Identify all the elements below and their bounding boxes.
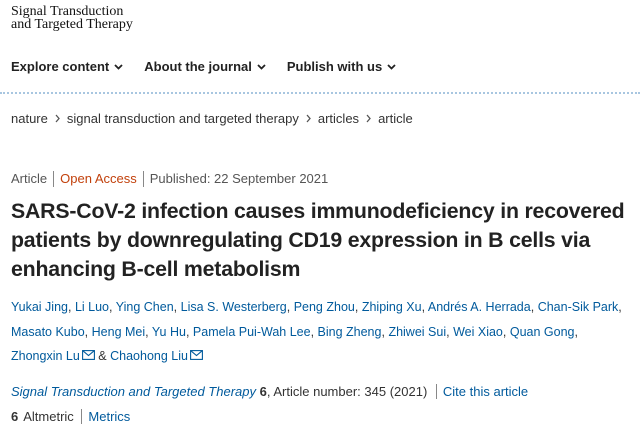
chevron-right bbox=[366, 114, 371, 123]
author-name: Pamela Pui-Wah Lee bbox=[192, 324, 311, 339]
author-name: Bing Zheng bbox=[317, 324, 382, 339]
open-access[interactable]: Open Access bbox=[53, 171, 143, 187]
nav-item[interactable]: About the journal bbox=[144, 59, 266, 74]
separator: , bbox=[530, 300, 535, 314]
separator: , bbox=[185, 324, 190, 339]
author[interactable]: Quan Gong, bbox=[510, 325, 578, 339]
separator: , bbox=[446, 324, 450, 339]
author[interactable]: Zhongxin Lu bbox=[11, 349, 95, 363]
published: Published: 22 September 2021 bbox=[142, 171, 335, 187]
separator: , bbox=[421, 300, 426, 314]
nav: Explore content About the journal Publish … bbox=[11, 59, 396, 74]
separator: , bbox=[145, 324, 149, 339]
metrics: 6 Altmetric Metrics bbox=[11, 409, 131, 424]
journal[interactable]: Signal Transduction and Targeted Therapy bbox=[11, 384, 256, 399]
mail-icon[interactable] bbox=[190, 350, 203, 360]
author-name: Zhongxin Lu bbox=[11, 349, 80, 363]
chevron-down bbox=[114, 63, 123, 70]
author-name: Heng Mei bbox=[91, 324, 146, 339]
separator: , bbox=[67, 300, 72, 314]
separator: , bbox=[574, 324, 578, 339]
author-name: Masato Kubo bbox=[11, 324, 85, 339]
separator: , bbox=[109, 300, 113, 314]
citation: Signal Transduction and Targeted Therapy… bbox=[11, 384, 529, 399]
breadcrumb-item: article bbox=[378, 111, 413, 126]
author-name: Andrés A. Herrada bbox=[427, 300, 531, 314]
separator: , bbox=[286, 300, 291, 314]
nav-item[interactable]: Publish with us bbox=[287, 59, 396, 74]
author[interactable]: Zhiping Xu, bbox=[362, 300, 425, 314]
author[interactable]: Chan-Sik Park, bbox=[538, 300, 622, 314]
nav-label: About the journal bbox=[144, 59, 252, 74]
author-name: Quan Gong bbox=[509, 324, 575, 339]
author-name: Zhiping Xu bbox=[361, 300, 422, 314]
author[interactable]: Heng Mei, bbox=[92, 325, 149, 339]
author-name: Ying Chen bbox=[115, 300, 174, 314]
article-title: SARS-CoV-2 infection causes immunodefici… bbox=[11, 199, 625, 281]
author-name: Peng Zhou bbox=[293, 300, 355, 314]
author-name: Yu Hu bbox=[151, 324, 186, 339]
author[interactable]: Yukai Jing, bbox=[11, 300, 71, 314]
separator: & bbox=[98, 349, 107, 363]
author[interactable]: Zhiwei Sui, bbox=[388, 325, 449, 339]
author-list: Yukai Jing, Li Luo, Ying Chen, Lisa S. W… bbox=[11, 295, 626, 369]
author[interactable]: Peng Zhou, bbox=[294, 300, 359, 314]
logo[interactable]: Signal Transduction and Targeted Therapy bbox=[11, 4, 133, 32]
article-number: , Article number: 345 (2021) bbox=[266, 384, 428, 399]
altmetric-link[interactable]: Altmetric bbox=[23, 409, 74, 424]
chevron-right bbox=[306, 114, 311, 123]
separator: , bbox=[84, 324, 89, 339]
article-type: Article bbox=[11, 171, 48, 186]
author-name: Wei Xiao bbox=[453, 324, 503, 339]
author-name: Chan-Sik Park bbox=[537, 300, 619, 314]
nav-label: Explore content bbox=[11, 59, 110, 74]
cite-link[interactable]: Cite this article bbox=[435, 384, 529, 399]
volume: 6 bbox=[259, 384, 267, 399]
chevron-down bbox=[387, 63, 396, 70]
author[interactable]: Ying Chen, bbox=[116, 300, 177, 314]
separator: , bbox=[618, 300, 622, 314]
author[interactable]: Andrés A. Herrada, bbox=[428, 300, 534, 314]
separator: , bbox=[381, 324, 385, 339]
author-name: Zhiwei Sui bbox=[388, 324, 447, 339]
author[interactable]: Wei Xiao, bbox=[453, 325, 506, 339]
chevron-down bbox=[257, 63, 266, 70]
altmetric-score: 6 bbox=[11, 409, 19, 424]
author-name: Li Luo bbox=[74, 300, 110, 314]
breadcrumb-item[interactable]: nature bbox=[11, 111, 48, 126]
author-name: Chaohong Liu bbox=[110, 349, 188, 363]
breadcrumb-item[interactable]: signal transduction and targeted therapy bbox=[66, 111, 299, 126]
author[interactable]: Chaohong Liu bbox=[110, 349, 203, 363]
nav-item[interactable]: Explore content bbox=[11, 59, 123, 74]
author[interactable]: Masato Kubo, bbox=[11, 325, 88, 339]
author[interactable]: Lisa S. Westerberg, bbox=[181, 300, 291, 314]
article-meta: Article Open Access Published: 22 Septem… bbox=[11, 171, 334, 187]
separator: , bbox=[354, 300, 359, 314]
separator: , bbox=[173, 300, 178, 314]
author[interactable]: Pamela Pui-Wah Lee, bbox=[193, 325, 314, 339]
logo-line: Signal Transduction bbox=[11, 4, 124, 19]
author[interactable]: Bing Zheng, bbox=[318, 325, 385, 339]
author-name: Yukai Jing bbox=[11, 300, 68, 314]
divider bbox=[0, 92, 640, 94]
chevron-right bbox=[55, 114, 60, 123]
separator: , bbox=[310, 324, 315, 339]
author[interactable]: Yu Hu, bbox=[152, 325, 190, 339]
separator: , bbox=[502, 324, 507, 339]
author[interactable]: Li Luo, bbox=[75, 300, 113, 314]
logo-line: and Targeted Therapy bbox=[11, 17, 133, 32]
author-name: Lisa S. Westerberg bbox=[180, 300, 287, 314]
metrics-link[interactable]: Metrics bbox=[81, 409, 131, 424]
breadcrumb: nature signal transduction and targeted t… bbox=[11, 111, 413, 126]
breadcrumb-item[interactable]: articles bbox=[317, 111, 360, 126]
nav-label: Publish with us bbox=[286, 59, 383, 74]
mail-icon[interactable] bbox=[81, 350, 95, 360]
